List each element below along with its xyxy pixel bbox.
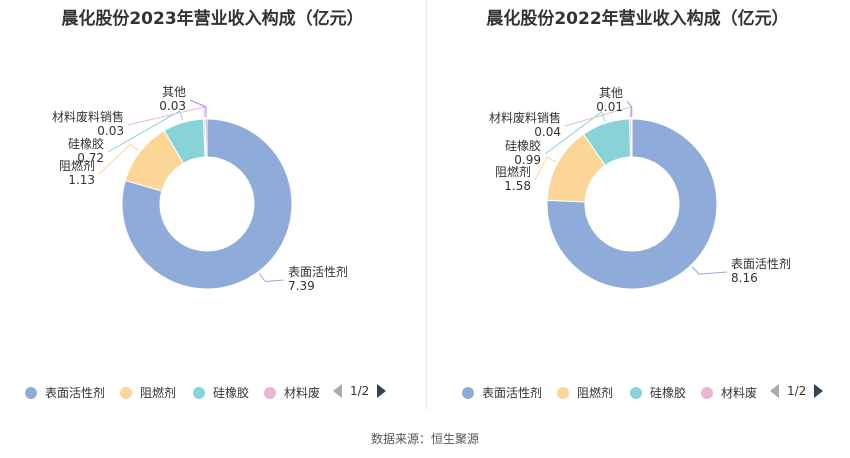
legend-item-flame-retardant[interactable]: 阻燃剂 bbox=[557, 384, 613, 401]
label-leader-line bbox=[107, 110, 184, 153]
legend-dot bbox=[120, 386, 132, 399]
legend-next-icon[interactable] bbox=[377, 384, 387, 398]
legend-next-icon[interactable] bbox=[814, 384, 824, 398]
chart-title-2023: 晨化股份2023年营业收入构成（亿元） bbox=[61, 9, 364, 29]
slice-label-other: 其他 bbox=[162, 85, 186, 99]
legend-2022: 表面活性剂 阻燃剂 硅橡胶 材料废 1/2 bbox=[425, 384, 850, 404]
legend-item-surfactant[interactable]: 表面活性剂 bbox=[25, 384, 105, 401]
legend-label: 材料废 bbox=[721, 386, 758, 400]
donut-slice-surfactant[interactable] bbox=[121, 118, 293, 290]
slice-value-silicone-rubber: 0.72 bbox=[77, 151, 104, 165]
label-leader-line bbox=[98, 143, 139, 175]
slice-label-flame-retardant: 阻燃剂 bbox=[59, 158, 95, 173]
label-leader-line bbox=[626, 100, 633, 118]
data-source-note: 数据来源：恒生聚源 bbox=[370, 432, 479, 446]
label-leader-line bbox=[564, 106, 631, 127]
legend-dot bbox=[557, 386, 569, 399]
slice-label-flame-retardant: 阻燃剂 bbox=[495, 164, 531, 179]
slice-label-surfactant: 表面活性剂 bbox=[731, 256, 791, 271]
slice-value-surfactant: 7.39 bbox=[288, 279, 315, 293]
slice-value-surfactant: 8.16 bbox=[731, 271, 758, 285]
slice-value-scrap-sales: 0.03 bbox=[97, 124, 124, 138]
legend-pager-2023: 1/2 bbox=[333, 384, 387, 398]
legend-item-flame-retardant[interactable]: 阻燃剂 bbox=[120, 384, 176, 401]
legend-dot bbox=[630, 386, 642, 399]
legend-prev-icon[interactable] bbox=[770, 384, 779, 398]
legend-item-silicone-rubber[interactable]: 硅橡胶 bbox=[193, 384, 249, 401]
legend-page-indicator: 1/2 bbox=[787, 384, 807, 398]
legend-label: 阻燃剂 bbox=[577, 386, 614, 400]
label-leader-line bbox=[534, 156, 557, 181]
chart-title-2022: 晨化股份2022年营业收入构成（亿元） bbox=[486, 9, 789, 29]
slice-value-flame-retardant: 1.13 bbox=[68, 173, 95, 187]
slice-label-surfactant: 表面活性剂 bbox=[288, 264, 348, 279]
legend-item-surfactant[interactable]: 表面活性剂 bbox=[462, 384, 542, 401]
slice-label-other: 其他 bbox=[599, 86, 623, 100]
legend-item-silicone-rubber[interactable]: 硅橡胶 bbox=[630, 384, 686, 401]
chart-panel-2023: 晨化股份2023年营业收入构成（亿元） 表面活性剂 7.39 阻燃剂 1.13 硅橡胶 0… bbox=[0, 0, 425, 420]
legend-2023: 表面活性剂 阻燃剂 硅橡胶 材料废 1/2 bbox=[0, 384, 425, 404]
legend-label: 硅橡胶 bbox=[650, 386, 687, 400]
slice-value-silicone-rubber: 0.99 bbox=[514, 153, 541, 167]
chart-panel-2022: 晨化股份2022年营业收入构成（亿元） 表面活性剂 8.16 阻燃剂 1.58 硅橡胶 0… bbox=[425, 0, 850, 420]
label-leader-line bbox=[258, 273, 285, 283]
legend-label: 表面活性剂 bbox=[45, 386, 106, 400]
legend-item-scrap-sales[interactable]: 材料废 bbox=[264, 384, 320, 401]
legend-label: 表面活性剂 bbox=[482, 386, 543, 400]
slice-value-other: 0.03 bbox=[159, 99, 186, 113]
legend-dot bbox=[264, 386, 276, 399]
legend-pager-2022: 1/2 bbox=[770, 384, 824, 398]
label-leader-line bbox=[544, 111, 606, 155]
legend-prev-icon[interactable] bbox=[333, 384, 342, 398]
slice-value-other: 0.01 bbox=[596, 100, 623, 114]
legend-dot bbox=[25, 386, 37, 399]
label-leader-line bbox=[691, 266, 728, 275]
slice-value-scrap-sales: 0.04 bbox=[534, 125, 561, 139]
slice-label-scrap-sales: 材料废料销售 bbox=[52, 109, 124, 124]
legend-label: 材料废 bbox=[284, 386, 321, 400]
donut-slice-surfactant[interactable] bbox=[546, 118, 718, 290]
legend-dot bbox=[701, 386, 713, 399]
panel-divider bbox=[426, 0, 427, 410]
slice-label-silicone-rubber: 硅橡胶 bbox=[68, 136, 104, 151]
legend-label: 阻燃剂 bbox=[140, 386, 177, 400]
legend-page-indicator: 1/2 bbox=[350, 384, 370, 398]
legend-dot bbox=[462, 386, 474, 399]
slice-label-scrap-sales: 材料废料销售 bbox=[489, 110, 561, 125]
legend-label: 硅橡胶 bbox=[213, 386, 250, 400]
donut-slice-other[interactable] bbox=[204, 118, 208, 158]
slice-value-flame-retardant: 1.58 bbox=[504, 179, 531, 193]
legend-dot bbox=[193, 386, 205, 399]
label-leader-line bbox=[189, 99, 207, 118]
legend-item-scrap-sales[interactable]: 材料废 bbox=[701, 384, 757, 401]
label-leader-line bbox=[127, 106, 205, 126]
slice-label-silicone-rubber: 硅橡胶 bbox=[505, 138, 541, 153]
